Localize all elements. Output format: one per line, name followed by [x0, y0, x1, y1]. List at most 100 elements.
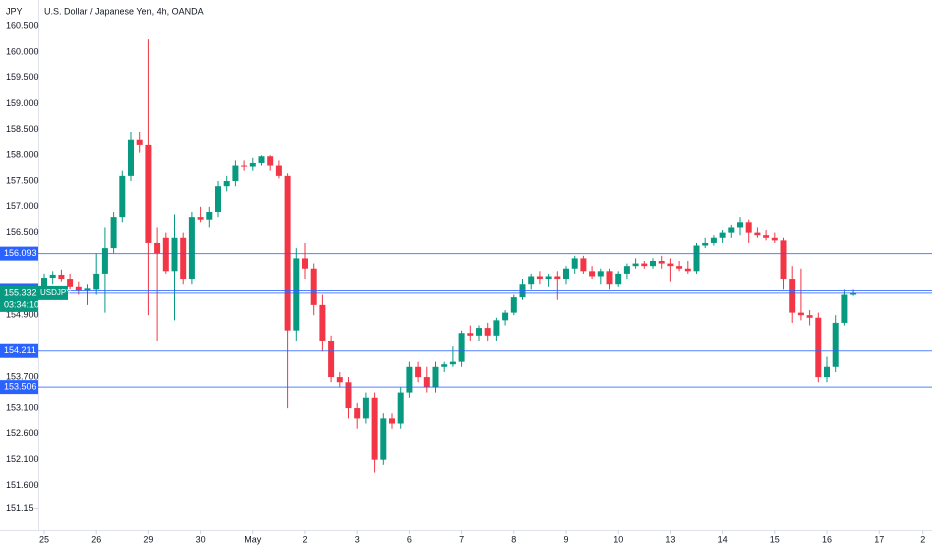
y-tick-label: 153.700: [6, 371, 39, 381]
candle-body: [67, 279, 74, 287]
x-tick-label: 8: [511, 534, 516, 544]
candle-body: [406, 366, 413, 393]
price-label: 153.506: [4, 381, 37, 391]
x-tick-label: 16: [822, 534, 832, 544]
candle-body: [397, 392, 404, 424]
candle-body: [719, 232, 726, 238]
candle-body: [354, 408, 361, 419]
candle-body: [458, 333, 465, 362]
candle-body: [606, 271, 613, 285]
candle-body: [728, 227, 735, 233]
candle-body: [571, 258, 578, 269]
chart-title: U.S. Dollar / Japanese Yen, 4h, OANDA: [44, 6, 204, 16]
x-tick-label: 3: [355, 534, 360, 544]
candle-body: [41, 278, 47, 287]
candle-body: [197, 217, 204, 220]
candle-body: [737, 222, 743, 228]
x-tick-label: 6: [407, 534, 412, 544]
y-tick-label: 157.500: [6, 175, 39, 185]
candle-body: [502, 312, 509, 321]
price-label-box: [0, 343, 38, 358]
y-tick-label: 159.500: [6, 72, 39, 82]
candle-body: [797, 312, 804, 316]
x-tick-label: 14: [718, 534, 728, 544]
candle-body: [763, 235, 770, 238]
candle-body: [206, 211, 213, 220]
candle-body: [563, 268, 569, 280]
symbol-label: USDJPY: [40, 288, 72, 297]
y-tick-label: 153.100: [6, 402, 39, 412]
x-tick-label: 29: [143, 534, 153, 544]
candle-body: [493, 320, 500, 336]
candle-body: [336, 377, 343, 383]
y-tick-label: 151.15: [6, 503, 34, 513]
candle-body: [75, 286, 82, 291]
candle-body: [693, 245, 700, 272]
candle-body: [658, 261, 665, 264]
candle-body: [232, 165, 239, 182]
candle-body: [310, 268, 317, 305]
candle-body: [249, 162, 256, 167]
candle-body: [745, 222, 752, 233]
candle-body: [476, 328, 482, 336]
candle-body: [215, 186, 221, 212]
candle-body: [319, 304, 326, 341]
candle-body: [171, 237, 178, 272]
x-tick-label: 26: [91, 534, 101, 544]
candle-body: [467, 333, 474, 336]
candle-body: [389, 418, 395, 424]
candle-body: [415, 366, 422, 378]
candle-body: [510, 297, 517, 313]
candle-body: [545, 276, 552, 280]
x-tick-label: 7: [459, 534, 464, 544]
candle-body: [623, 266, 630, 274]
candle-body: [676, 266, 683, 269]
candle-body: [815, 317, 822, 378]
y-tick-label: 160.500: [6, 21, 39, 31]
candle-body: [684, 268, 691, 272]
candle-body: [93, 273, 100, 290]
candle-body: [145, 144, 152, 243]
candle-body: [702, 242, 709, 246]
candle-body: [49, 274, 56, 279]
x-tick-label: 15: [770, 534, 780, 544]
current-price-box: [0, 285, 38, 312]
candle-body: [484, 328, 491, 336]
x-tick-label: 2: [920, 534, 925, 544]
candle-body: [754, 232, 761, 236]
candle-body: [136, 139, 143, 145]
candle-body: [806, 315, 813, 318]
y-tick-label: 157.000: [6, 201, 39, 211]
candle-body: [188, 217, 195, 280]
candle-body: [371, 397, 378, 460]
candle-body: [154, 242, 161, 254]
candle-body: [380, 418, 387, 460]
y-tick-label: 152.600: [6, 428, 39, 438]
candle-body: [589, 271, 596, 277]
candle-body: [162, 237, 169, 272]
candle-body: [710, 237, 717, 243]
candle-body: [632, 263, 639, 267]
candle-body: [597, 271, 604, 277]
y-tick-label: 152.100: [6, 454, 39, 464]
candle-body: [267, 156, 274, 166]
candle-body: [293, 258, 300, 331]
candle-body: [110, 217, 117, 249]
x-tick-label: 10: [613, 534, 623, 544]
candle-body: [449, 361, 456, 365]
candle-body: [302, 258, 308, 269]
candle-body: [275, 165, 282, 176]
candle-body: [345, 382, 352, 409]
price-label: 156.093: [4, 248, 37, 258]
x-tick-label: 30: [196, 534, 206, 544]
candle-body: [650, 261, 656, 267]
y-tick-label: 158.500: [6, 124, 39, 134]
candle-body: [328, 340, 335, 378]
y-tick-label: 160.000: [6, 46, 39, 56]
candle-body: [180, 237, 187, 280]
candle-body: [423, 377, 430, 388]
x-tick-label: 13: [665, 534, 675, 544]
symbol-box: [38, 285, 68, 300]
